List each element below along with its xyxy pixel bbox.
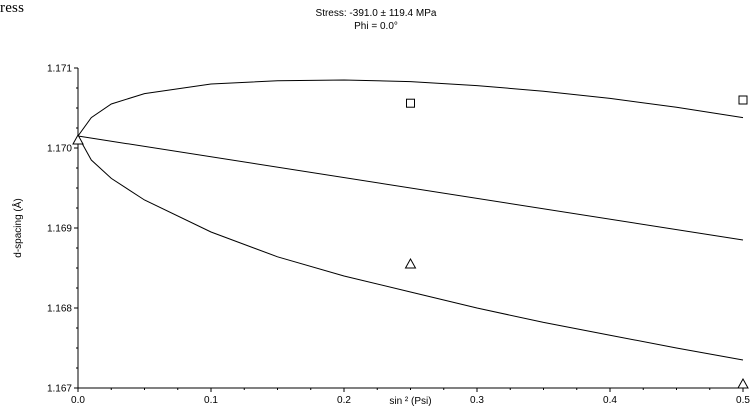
tick-labels: 0.0 0.1 0.2 0.3 0.4 0.5 1.167 1.168 1.169 1.170 1.…	[47, 64, 750, 407]
upper-bound-line	[77, 79, 744, 137]
data-points	[72, 95, 749, 389]
header-text-fragment: ress	[0, 0, 25, 16]
y-tick-label: 1.170	[47, 144, 72, 155]
square-marker	[738, 95, 748, 105]
y-axis-label: d-spacing (Å)	[11, 198, 24, 257]
x-axis-label: sin ² (Psi)	[389, 396, 431, 407]
axes	[74, 67, 744, 392]
chart-title: Stress: -391.0 ± 119.4 MPa	[315, 8, 437, 19]
curves	[77, 79, 744, 361]
fit-line	[77, 135, 744, 241]
x-tick-label: 0.4	[603, 395, 617, 406]
triangle-marker	[737, 377, 749, 389]
x-tick-label: 0.5	[736, 395, 750, 406]
y-tick-label: 1.167	[47, 384, 72, 395]
x-tick-label: 0.2	[337, 395, 351, 406]
x-tick-label: 0.0	[71, 395, 85, 406]
x-tick-label: 0.3	[470, 395, 484, 406]
square-marker	[406, 98, 415, 108]
y-tick-label: 1.168	[47, 304, 72, 315]
y-tick-label: 1.171	[47, 64, 72, 75]
lower-bound-line	[77, 135, 744, 361]
triangle-marker	[72, 133, 84, 145]
y-tick-label: 1.169	[47, 224, 72, 235]
x-tick-label: 0.1	[204, 395, 218, 406]
chart-subtitle: Phi = 0.0°	[354, 21, 398, 32]
triangle-marker	[404, 257, 417, 269]
chart-title-block: Stress: -391.0 ± 119.4 MPa Phi = 0.0°	[0, 7, 752, 33]
